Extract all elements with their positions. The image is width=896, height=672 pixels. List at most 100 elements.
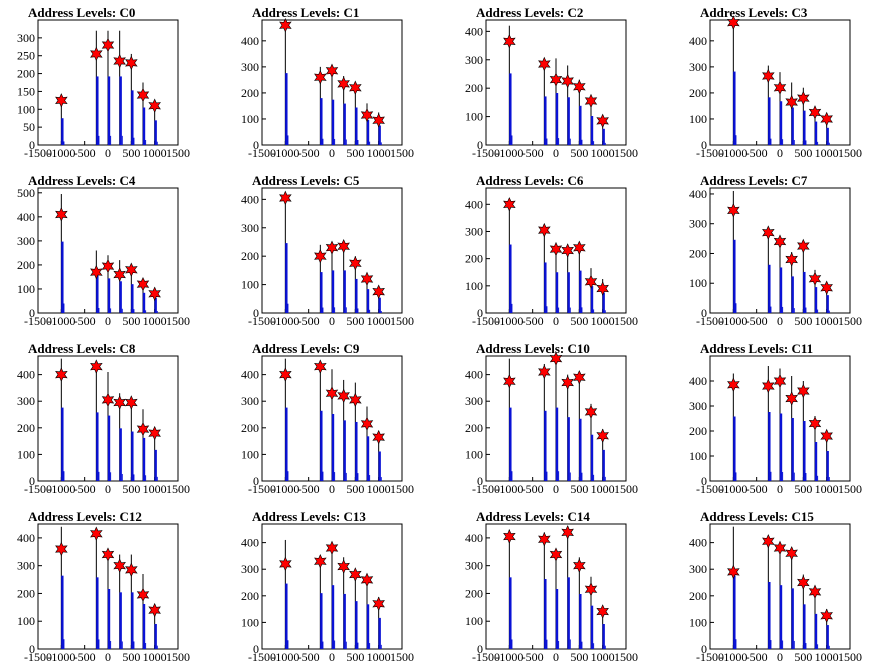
x-tick-label: 1000 <box>591 482 615 496</box>
level-marker <box>596 281 609 296</box>
hist-spike-bar <box>509 407 512 481</box>
hist-spike-bar <box>567 417 570 481</box>
level-marker <box>101 547 115 562</box>
x-tick-label: -1000 <box>495 650 523 664</box>
x-tick-label: 500 <box>122 650 140 664</box>
y-tick-label: 200 <box>465 421 483 435</box>
level-marker <box>538 222 551 238</box>
level-marker <box>549 72 563 87</box>
x-tick-label: -500 <box>746 482 768 496</box>
level-marker <box>372 429 385 445</box>
y-tick-label: 100 <box>17 102 35 116</box>
x-tick-label: -1500 <box>24 482 52 496</box>
x-tick-label: -500 <box>746 314 768 328</box>
hist-spike-bar <box>733 71 736 145</box>
hist-spike-bar <box>343 103 346 145</box>
level-marker <box>773 373 787 389</box>
level-marker <box>573 370 586 385</box>
x-tick-label: -500 <box>298 146 320 160</box>
level-marker <box>762 534 775 549</box>
level-marker <box>279 17 292 33</box>
y-tick-label: 400 <box>465 197 483 211</box>
hist-spike-bar <box>779 101 783 145</box>
level-marker <box>90 359 103 374</box>
x-tick-label: -1500 <box>472 650 500 664</box>
panel-c12: Address Levels: C12 0 100 200 300 400 -1500-10… <box>17 509 190 664</box>
hist-spike-bar <box>779 585 783 649</box>
hist-spike-bar <box>579 594 582 649</box>
panel-c3: Address Levels: C3 0 100 200 300 400 -1500-100… <box>689 5 862 160</box>
hist-spike-bar <box>803 421 806 481</box>
y-tick-label: 200 <box>689 86 707 100</box>
level-marker <box>596 113 609 129</box>
x-tick-label: 0 <box>553 650 559 664</box>
hist-spike-bar <box>602 292 605 313</box>
hist-spike-bar <box>154 297 157 313</box>
x-tick-label: 500 <box>794 146 812 160</box>
x-tick-label: -500 <box>74 314 96 328</box>
hist-spike-bar <box>343 420 346 481</box>
level-marker <box>55 93 68 108</box>
panel-title: Address Levels: C4 <box>28 173 136 188</box>
x-tick-label: -500 <box>298 314 320 328</box>
hist-spike-bar <box>331 270 335 313</box>
panel-c1: Address Levels: C1 0 100 200 300 400 -1500-100… <box>241 5 414 160</box>
x-tick-label: 0 <box>105 146 111 160</box>
hist-spike-bar <box>331 585 335 649</box>
y-tick-label: 300 <box>465 53 483 67</box>
x-tick-label: 1500 <box>838 314 862 328</box>
hist-spike-bar <box>590 434 594 481</box>
hist-spike-bar <box>814 121 818 145</box>
x-tick-label: -1500 <box>248 650 276 664</box>
hist-spike-bar <box>590 286 594 313</box>
x-tick-label: 1000 <box>815 650 839 664</box>
y-tick-label: 400 <box>17 210 35 224</box>
x-tick-label: 1500 <box>614 482 638 496</box>
y-tick-label: 400 <box>17 531 35 545</box>
hist-spike-bar <box>555 93 559 145</box>
x-tick-label: 0 <box>329 314 335 328</box>
hist-spike-bar <box>320 593 323 649</box>
level-marker <box>808 105 822 120</box>
x-tick-label: 0 <box>105 314 111 328</box>
hist-spike-bar <box>366 436 370 481</box>
panel-title: Address Levels: C2 <box>476 5 583 20</box>
x-tick-label: 1000 <box>815 482 839 496</box>
hist-spike-bar <box>544 579 547 649</box>
level-marker <box>797 90 810 106</box>
hist-spike-bar <box>579 270 582 313</box>
level-marker <box>349 80 362 95</box>
hist-spike-bar <box>142 437 146 481</box>
level-marker <box>125 395 138 410</box>
y-tick-label: 300 <box>241 60 259 74</box>
x-tick-label: -1500 <box>472 314 500 328</box>
x-tick-label: 1500 <box>838 146 862 160</box>
x-tick-label: 0 <box>777 482 783 496</box>
y-tick-label: 0 <box>701 474 707 488</box>
hist-spike-bar <box>791 276 794 313</box>
level-marker <box>148 425 161 441</box>
level-marker <box>113 53 126 69</box>
hist-spike-bar <box>779 267 783 313</box>
y-tick-label: 200 <box>241 421 259 435</box>
x-tick-label: 500 <box>570 314 588 328</box>
x-tick-label: 1500 <box>838 482 862 496</box>
level-marker <box>773 234 787 249</box>
hist-spike-bar <box>378 125 381 145</box>
hist-spike-bar <box>791 588 794 649</box>
level-marker <box>349 392 362 408</box>
y-tick-label: 200 <box>17 67 35 81</box>
y-tick-label: 0 <box>477 138 483 152</box>
level-marker <box>113 267 126 282</box>
x-tick-label: -1000 <box>495 482 523 496</box>
level-marker <box>573 240 586 256</box>
level-marker <box>762 225 775 240</box>
hist-spike-bar <box>154 624 157 649</box>
level-marker <box>314 359 327 374</box>
y-tick-label: 150 <box>17 84 35 98</box>
hist-spike-bar <box>131 90 134 145</box>
x-tick-label: 1000 <box>367 482 391 496</box>
level-marker <box>584 274 598 290</box>
level-marker <box>727 15 740 30</box>
y-tick-label: 0 <box>29 138 35 152</box>
